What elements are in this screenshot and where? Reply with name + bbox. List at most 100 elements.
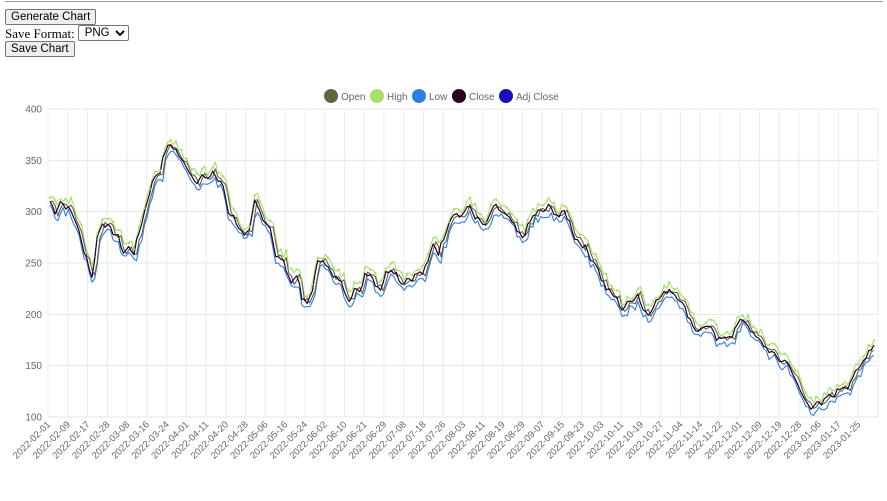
legend-item-high[interactable]: High — [370, 89, 408, 103]
legend-item-open[interactable]: Open — [324, 89, 365, 103]
series-point-high — [164, 147, 167, 150]
series-point-high — [689, 310, 692, 314]
series-point-high — [143, 206, 146, 210]
series-point-high — [762, 336, 765, 340]
series-point-high — [657, 295, 661, 299]
series-point-high — [185, 157, 188, 160]
y-tick-label: 400 — [25, 105, 42, 116]
series-point-high — [305, 295, 309, 298]
series-point-high — [568, 212, 571, 216]
series-point-high — [605, 272, 608, 276]
series-point-high — [248, 225, 251, 228]
series-point-high — [510, 212, 514, 216]
series-point-high — [521, 223, 524, 227]
series-point-high — [584, 237, 587, 240]
chart-series — [48, 139, 876, 416]
series-point-high — [683, 297, 687, 301]
series-point-high — [148, 187, 151, 191]
series-point-high — [489, 203, 493, 207]
legend-item-adj-close[interactable]: Adj Close — [499, 89, 559, 103]
legend-item-close[interactable]: Close — [452, 89, 495, 103]
series-point-high — [788, 360, 792, 364]
series-point-high — [227, 190, 230, 193]
legend-item-low[interactable]: Low — [412, 89, 448, 103]
series-point-high — [505, 206, 508, 209]
series-point-high — [631, 297, 634, 300]
series-point-high — [668, 281, 671, 284]
legend-swatch-open — [324, 89, 338, 103]
series-point-high — [232, 208, 235, 211]
series-point-high — [699, 324, 703, 328]
save-format-row: Save Format: PNG — [5, 25, 129, 41]
series-point-high — [127, 241, 130, 245]
y-tick-label: 300 — [25, 207, 42, 218]
chart-legend: Open High Low Close Adj Close — [324, 89, 559, 103]
series-point-high — [846, 383, 849, 387]
series-point-high — [258, 200, 262, 203]
series-point-high — [547, 197, 550, 200]
series-point-high — [117, 228, 120, 232]
y-tick-label: 150 — [25, 361, 42, 372]
series-point-high — [526, 218, 529, 222]
series-point-high — [274, 235, 277, 239]
series-point-high — [85, 250, 88, 254]
series-point-high — [353, 281, 356, 284]
series-point-high — [169, 139, 172, 142]
series-point-high — [479, 212, 482, 216]
series-point-high — [132, 248, 136, 251]
series-point-high — [75, 214, 78, 218]
series-point-high — [316, 256, 319, 260]
series-point-high — [825, 393, 828, 396]
series-point-high — [773, 342, 776, 345]
legend-label-close: Close — [469, 92, 495, 103]
save-format-label: Save Format: — [5, 25, 75, 41]
series-point-high — [138, 225, 141, 229]
series-point-high — [536, 202, 540, 206]
series-point-high — [594, 253, 598, 256]
legend-label-low: Low — [429, 92, 448, 103]
save-chart-button[interactable]: Save Chart — [5, 41, 75, 57]
legend-label-adj-close: Adj Close — [516, 92, 559, 103]
series-point-high — [794, 369, 797, 372]
series-point-high — [804, 391, 807, 395]
series-point-high — [59, 198, 62, 201]
series-line-high — [49, 139, 875, 404]
series-point-high — [211, 166, 214, 169]
series-point-high — [778, 352, 781, 355]
series-point-high — [809, 396, 813, 399]
series-point-high — [599, 266, 603, 269]
series-point-high — [515, 218, 519, 221]
series-point-high — [279, 248, 283, 251]
series-point-high — [463, 206, 466, 210]
series-point-high — [363, 266, 367, 269]
save-format-select[interactable]: PNG — [77, 25, 129, 41]
series-point-high — [431, 237, 435, 240]
series-point-high — [494, 198, 498, 201]
generate-chart-button[interactable]: Generate Chart — [5, 9, 97, 25]
series-point-high — [342, 272, 346, 276]
series-point-high — [284, 249, 288, 252]
series-point-high — [662, 284, 666, 288]
series-point-high — [647, 303, 650, 306]
series-point-high — [720, 334, 723, 337]
series-point-high — [174, 140, 178, 143]
series-point-high — [237, 220, 241, 224]
series-point-high — [746, 314, 750, 317]
series-point-high — [416, 268, 419, 272]
series-point-high — [725, 331, 729, 334]
series-point-high — [242, 228, 246, 231]
series-point-high — [552, 201, 556, 204]
series-point-high — [101, 218, 104, 221]
series-point-high — [757, 331, 760, 335]
series-point-high — [80, 223, 83, 226]
series-point-high — [368, 268, 372, 271]
legend-swatch-low — [412, 89, 426, 103]
series-point-high — [395, 269, 398, 272]
series-point-high — [872, 339, 876, 342]
series-point-high — [615, 289, 619, 292]
series-point-high — [752, 325, 755, 329]
y-tick-label: 350 — [25, 156, 42, 167]
series-point-high — [715, 323, 718, 327]
series-point-high — [867, 344, 870, 347]
series-point-high — [836, 384, 839, 387]
